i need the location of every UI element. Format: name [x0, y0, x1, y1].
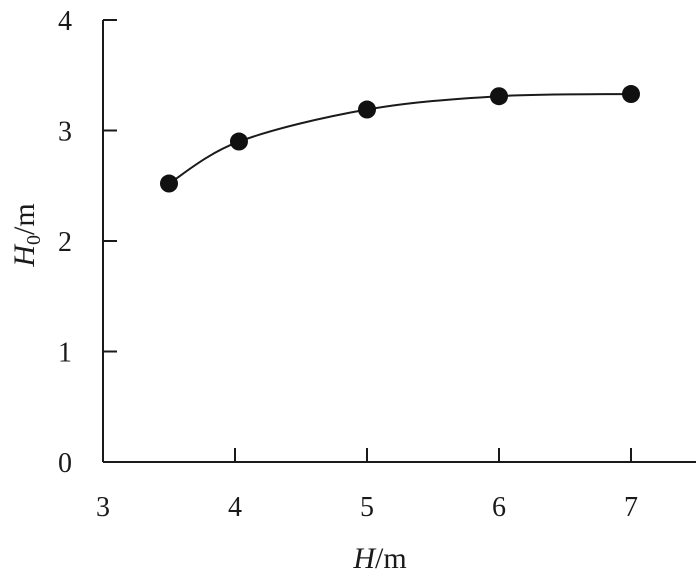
- y-axis-title-unit: /m: [8, 203, 41, 235]
- x-axis-title-symbol: H: [352, 542, 377, 575]
- y-tick-label: 1: [58, 338, 72, 369]
- x-tick-label: 6: [492, 492, 506, 523]
- x-axis-title-unit: /m: [375, 542, 407, 575]
- y-axis-title-symbol: H: [8, 243, 41, 268]
- tick-marks: [102, 19, 632, 463]
- y-axis-title: H0/m: [8, 203, 45, 267]
- data-points: [160, 85, 640, 193]
- data-point: [358, 100, 376, 119]
- data-point: [160, 174, 178, 193]
- y-tick-label: 0: [58, 448, 72, 479]
- x-tick-label: 7: [624, 492, 638, 523]
- y-tick-label: 4: [58, 6, 72, 37]
- data-point: [490, 87, 508, 106]
- tick-labels: 3 4 5 6 7 0 1 2 3 4: [58, 6, 638, 523]
- x-tick-label: 4: [228, 492, 242, 523]
- plot-area: 3 4 5 6 7 0 1 2 3 4: [58, 6, 696, 523]
- y-tick-label: 2: [58, 227, 72, 258]
- x-axis-title: H/m: [352, 542, 406, 575]
- y-axis-title-subscript: 0: [23, 235, 45, 245]
- data-point: [622, 85, 640, 104]
- x-tick-label: 3: [96, 492, 110, 523]
- data-point: [229, 132, 248, 151]
- y-tick-label: 3: [58, 117, 72, 148]
- x-tick-label: 5: [360, 492, 374, 523]
